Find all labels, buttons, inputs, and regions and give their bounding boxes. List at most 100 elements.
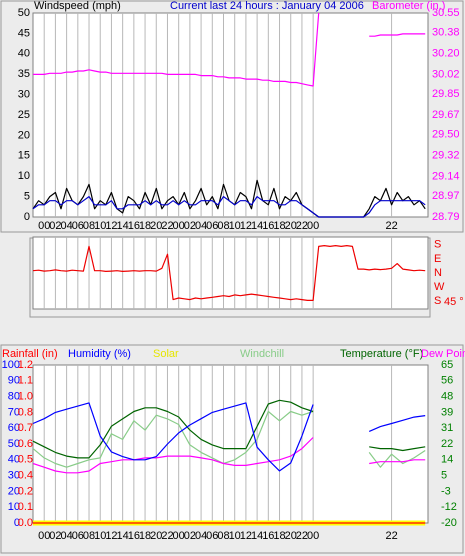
y2-tick-label: 30.02: [432, 68, 460, 80]
y-axis-title: Windspeed (mph): [34, 0, 121, 12]
x-tick-label: 16: [262, 220, 274, 232]
y3-tick-label: 1.1: [18, 375, 33, 387]
y-tick-label: 50: [8, 438, 20, 450]
x-tick-label: 10: [94, 220, 106, 232]
y-tick-label: S: [434, 239, 441, 251]
x-tick-label: 20: [150, 530, 162, 542]
x-tick-label: 20: [285, 220, 297, 232]
y-axis-title: Humidity (%): [68, 348, 131, 360]
x-tick-label: 00: [307, 220, 319, 232]
x-tick-label: 14: [117, 530, 129, 542]
y-tick-label: 40: [18, 48, 30, 60]
series-line: [32, 437, 426, 474]
y3-tick-label: 0.5: [18, 454, 33, 466]
y-tick-label: 60: [8, 422, 20, 434]
y2-tick-label: 22: [441, 438, 453, 450]
series-line: [32, 196, 426, 218]
y3-tick-label: 1.2: [18, 359, 33, 371]
y-tick-label: 100: [2, 359, 20, 371]
y2-tick-label: 29.85: [432, 88, 460, 100]
y3-tick-label: 0.1: [18, 501, 33, 513]
y2-tick-label: 14: [441, 454, 453, 466]
x-tick-label: 14: [251, 220, 263, 232]
plot-area: [32, 12, 429, 218]
x-tick-label: 12: [105, 530, 117, 542]
y2-tick-label: 39: [441, 406, 453, 418]
y-tick-label: 30: [8, 470, 20, 482]
y-tick-label: 15: [18, 150, 30, 162]
plot-area: [32, 364, 429, 524]
y2-tick-label: 30.20: [432, 47, 460, 59]
y2-tick-label: 30.38: [432, 27, 460, 39]
x-tick-label: 22: [161, 530, 173, 542]
x-tick-label: 04: [195, 530, 207, 542]
y3-tick-label: 0.8: [18, 406, 33, 418]
x-tick-label: 06: [206, 220, 218, 232]
plot-area: [32, 236, 429, 310]
x-tick-label: 00: [307, 530, 319, 542]
y3-tick-label: 0.7: [18, 422, 33, 434]
y2-tick-label: 48: [441, 391, 453, 403]
series-line: [32, 245, 426, 301]
x-tick-label: 08: [217, 530, 229, 542]
x-tick-label: 12: [240, 220, 252, 232]
x-tick-label: 10: [229, 530, 241, 542]
x-tick-label: 10: [229, 220, 241, 232]
x-tick-label: 02: [184, 220, 196, 232]
chart-title: Current last 24 hours : January 04 2006: [170, 0, 364, 12]
x-tick-label: 02: [49, 530, 61, 542]
x-tick-label: 18: [139, 530, 151, 542]
y3-tick-label: 0.4: [18, 470, 33, 482]
x-tick-label: 22: [385, 530, 397, 542]
y-tick-label: 30: [18, 89, 30, 101]
y-tick-label: 50: [18, 7, 30, 19]
series-line: [33, 12, 426, 87]
x-tick-label: 14: [251, 530, 263, 542]
y2-tick-label: 56: [441, 375, 453, 387]
x-tick-label: 16: [262, 530, 274, 542]
y3-axis-title: Rainfall (in): [2, 348, 58, 360]
annotation: 45 °: [444, 296, 464, 308]
y-tick-label: 40: [8, 454, 20, 466]
x-tick-label: 04: [60, 530, 72, 542]
y-tick-label: W: [434, 281, 445, 293]
x-tick-label: 12: [105, 220, 117, 232]
y2-tick-label: -3: [441, 485, 451, 497]
x-tick-label: 08: [83, 530, 95, 542]
y-tick-label: 5: [24, 191, 30, 203]
legend-entry: Dew Point: [421, 348, 465, 360]
x-tick-label: 16: [128, 530, 140, 542]
y-tick-label: 25: [18, 109, 30, 121]
x-tick-label: 00: [38, 530, 50, 542]
x-tick-label: 00: [38, 220, 50, 232]
y3-tick-label: 1.0: [18, 391, 33, 403]
y2-tick-label: 65: [441, 359, 453, 371]
x-tick-label: 10: [94, 530, 106, 542]
y2-axis-title: Barometer (in.): [372, 0, 445, 12]
x-tick-label: 06: [72, 530, 84, 542]
y-tick-label: 80: [8, 391, 20, 403]
y-tick-label: E: [434, 253, 441, 265]
x-tick-label: 20: [285, 530, 297, 542]
y2-tick-label: 30.55: [432, 7, 460, 19]
y-tick-label: 35: [18, 68, 30, 80]
y2-tick-label: 29.32: [432, 149, 460, 161]
y2-axis-title: Temperature (°F): [340, 348, 423, 360]
y-tick-label: S: [434, 295, 441, 307]
x-tick-label: 20: [150, 220, 162, 232]
x-tick-label: 00: [173, 220, 185, 232]
y-tick-label: 20: [18, 129, 30, 141]
y-tick-label: 45: [18, 27, 30, 39]
x-tick-label: 18: [273, 220, 285, 232]
x-tick-label: 00: [173, 530, 185, 542]
series-line: [32, 399, 426, 459]
y-tick-label: 0: [24, 211, 30, 223]
y3-tick-label: 0.2: [18, 485, 33, 497]
y-tick-label: N: [434, 267, 442, 279]
legend-entry: Solar: [153, 348, 179, 360]
y2-tick-label: 29.50: [432, 129, 460, 141]
y2-tick-label: -12: [441, 501, 457, 513]
x-tick-label: 06: [72, 220, 84, 232]
series-line: [32, 402, 426, 472]
